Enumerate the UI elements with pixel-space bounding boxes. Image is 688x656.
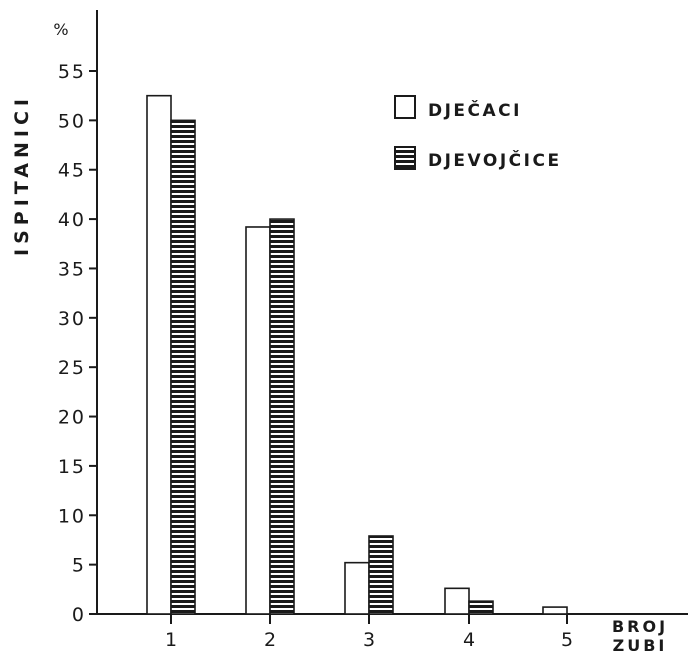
bar-djecaci-3 [344, 561, 370, 615]
bar-djevojcice-2 [269, 218, 295, 615]
x-tick-label: 5 [561, 629, 573, 651]
y-axis-label: ISPITANICI [11, 94, 33, 256]
y-tick-label: 45 [58, 160, 86, 182]
y-tick-label: 15 [58, 456, 86, 478]
y-tick-label: 55 [58, 61, 86, 83]
y-tick-label: 30 [58, 308, 86, 330]
bar-djecaci-1 [146, 94, 172, 615]
x-axis-label-line1: BROJ [612, 617, 668, 636]
y-tick-label: 35 [58, 258, 86, 280]
bar-djevojcice-3 [368, 535, 394, 615]
y-unit-label: % [53, 20, 68, 39]
legend-swatch-djecaci [394, 95, 416, 119]
legend-swatch-djevojcice [394, 146, 416, 170]
bar-djevojcice-4 [468, 600, 494, 615]
bar-djecaci-4 [444, 587, 470, 615]
x-tick-label: 3 [363, 629, 375, 651]
y-tick-label: 40 [58, 209, 86, 231]
bar-djecaci-5 [542, 606, 568, 615]
y-tick-label: 0 [72, 604, 86, 626]
bar-djevojcice-1 [170, 119, 196, 615]
y-tick-label: 20 [58, 407, 86, 429]
x-tick-label: 1 [165, 629, 177, 651]
x-tick-label: 4 [463, 629, 475, 651]
y-tick-label: 10 [58, 505, 86, 527]
y-tick-label: 50 [58, 110, 86, 132]
legend-label-djecaci: DJEČACI [428, 99, 522, 121]
x-tick-label: 2 [264, 629, 276, 651]
y-tick-label: 5 [72, 555, 86, 577]
legend-label-djevojcice: DJEVOJČICE [428, 149, 562, 171]
y-tick-label: 25 [58, 357, 86, 379]
bar-djecaci-2 [245, 226, 271, 615]
x-axis-label-line2: ZUBI [613, 636, 668, 655]
legend: DJEČACI DJEVOJČICE [394, 95, 562, 171]
